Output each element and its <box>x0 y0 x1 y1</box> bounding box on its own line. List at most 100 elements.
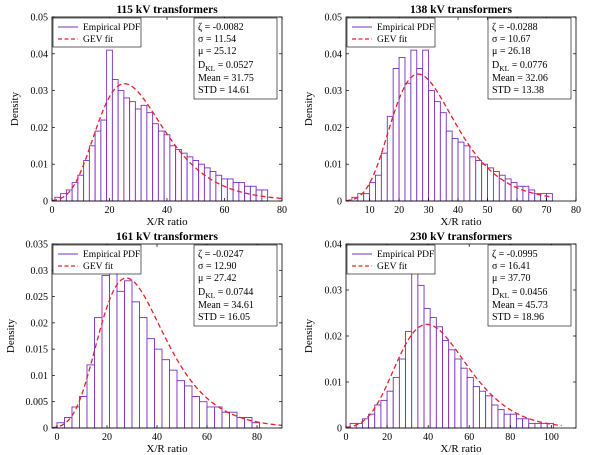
x-tick-label: 40 <box>453 205 463 216</box>
y-tick-label: 0.035 <box>26 240 49 251</box>
x-tick-label: 20 <box>105 205 115 216</box>
y-tick-label: 0.03 <box>31 266 49 277</box>
histogram-bar <box>206 406 215 429</box>
fit-layer <box>51 277 283 429</box>
x-tick-label: 60 <box>220 205 230 216</box>
x-tick-label: 30 <box>424 205 434 216</box>
histogram-bar <box>386 390 394 429</box>
histogram-bar <box>94 130 102 202</box>
histogram-bar <box>214 406 223 429</box>
stats-box: ζ = -0.0288 σ = 10.67 μ = 26.18 DKL = 0.… <box>487 17 572 100</box>
x-axis-label: X/R ratio <box>440 216 482 228</box>
stats-box: ζ = -0.0995 σ = 16.41 μ = 37.70 DKL = 0.… <box>487 244 572 327</box>
histogram-bar <box>251 422 260 429</box>
histogram-bar <box>546 193 553 202</box>
histogram-bar <box>88 145 96 202</box>
histogram-bar <box>475 160 483 202</box>
x-tick-label: 0 <box>344 432 349 443</box>
y-axis-label: Density <box>303 318 315 353</box>
histogram-bar <box>380 399 388 429</box>
histogram-bar <box>116 290 125 429</box>
histogram-bar <box>534 422 542 429</box>
legend-label-fit: GEV fit <box>83 261 114 272</box>
stat-zeta: ζ = -0.0082 <box>198 22 244 33</box>
histogram-bar <box>261 189 269 202</box>
histogram-bar <box>398 358 406 429</box>
y-tick-label: 0 <box>43 197 48 208</box>
stat-mean: Mean = 34.61 <box>198 300 254 311</box>
histogram-bar <box>416 68 424 202</box>
y-tick-label: 0.04 <box>31 49 49 60</box>
histogram-bar <box>199 401 208 429</box>
legend: Empirical PDF GEV fit <box>346 17 436 48</box>
panel-115kv: 115 kV transformers Density X/R ratio 0 2… <box>9 4 287 228</box>
histogram-bar <box>375 174 382 202</box>
stat-std: STD = 14.61 <box>198 85 250 96</box>
y-tick-label: 0.025 <box>26 292 49 303</box>
histogram-bar <box>184 385 193 429</box>
legend-box <box>52 17 142 48</box>
x-tick-label: 60 <box>202 432 212 443</box>
histogram-bar <box>109 254 118 429</box>
y-axis-label: Density <box>5 318 17 353</box>
x-tick-label: 80 <box>505 432 515 443</box>
histogram-bar <box>528 422 536 429</box>
histogram-bar <box>392 68 400 202</box>
panel-138kv: 138 kV transformers Density X/R ratio 10… <box>303 4 581 228</box>
legend-label-fit: GEV fit <box>377 34 408 45</box>
histogram-bar <box>422 49 430 202</box>
histogram-bar <box>405 330 413 429</box>
histogram-bar <box>392 376 400 429</box>
fit-layer <box>51 83 283 202</box>
x-tick-label: 80 <box>571 205 581 216</box>
histogram-bar <box>221 178 228 202</box>
histogram-bar <box>515 418 524 429</box>
stat-mean: Mean = 45.73 <box>492 300 548 311</box>
y-tick-label: 0 <box>337 424 342 435</box>
bars-layer <box>54 49 269 202</box>
stat-mean: Mean = 32.06 <box>492 73 548 84</box>
histogram-bar <box>131 301 140 429</box>
histogram-bar <box>460 367 468 429</box>
histogram-bar <box>487 167 494 202</box>
stat-sigma: σ = 11.54 <box>198 34 236 45</box>
y-tick-label: 0.02 <box>325 332 343 343</box>
fit-layer <box>345 323 562 428</box>
stat-std: STD = 16.05 <box>198 312 250 323</box>
histogram-bar <box>198 163 205 202</box>
legend-label-hist: Empirical PDF <box>377 250 434 260</box>
legend: Empirical PDF GEV fit <box>346 244 436 275</box>
histogram-bar <box>100 119 108 202</box>
histogram-bar <box>479 390 487 429</box>
stat-zeta: ζ = -0.0247 <box>198 249 244 260</box>
stat-sigma: σ = 16.41 <box>492 261 531 272</box>
histogram-bar <box>429 317 437 429</box>
x-axis-label: X/R ratio <box>146 216 188 228</box>
x-tick-label: 0 <box>55 432 60 443</box>
y-tick-label: 0.02 <box>31 318 49 329</box>
histogram-bar <box>94 317 103 429</box>
histogram-bar <box>448 349 456 429</box>
stat-sigma: σ = 10.67 <box>492 34 531 45</box>
gev-fit-line <box>345 73 553 202</box>
histogram-bar <box>180 152 188 202</box>
histogram-bar <box>472 386 480 429</box>
y-tick-label: 0.04 <box>325 240 343 251</box>
histogram-bar <box>481 163 488 202</box>
stat-std: STD = 13.38 <box>492 85 544 96</box>
histogram-bar <box>434 101 441 202</box>
histogram-bar <box>169 369 178 429</box>
stats-box: ζ = -0.0247 σ = 12.90 μ = 27.42 DKL = 0.… <box>193 244 278 327</box>
histogram-bar <box>540 422 548 429</box>
histogram-bar <box>215 174 223 202</box>
y-tick-label: 0.01 <box>325 378 343 389</box>
histogram-bar <box>71 182 79 202</box>
histogram-bar <box>154 348 163 429</box>
histogram-bar <box>83 160 90 202</box>
stat-dkl: DKL = 0.0456 <box>492 287 547 300</box>
histogram-bar <box>169 145 177 202</box>
histogram-bar <box>417 284 425 429</box>
plot-frame <box>345 16 577 202</box>
histogram-bar <box>439 112 447 202</box>
histogram-bar <box>423 307 431 429</box>
